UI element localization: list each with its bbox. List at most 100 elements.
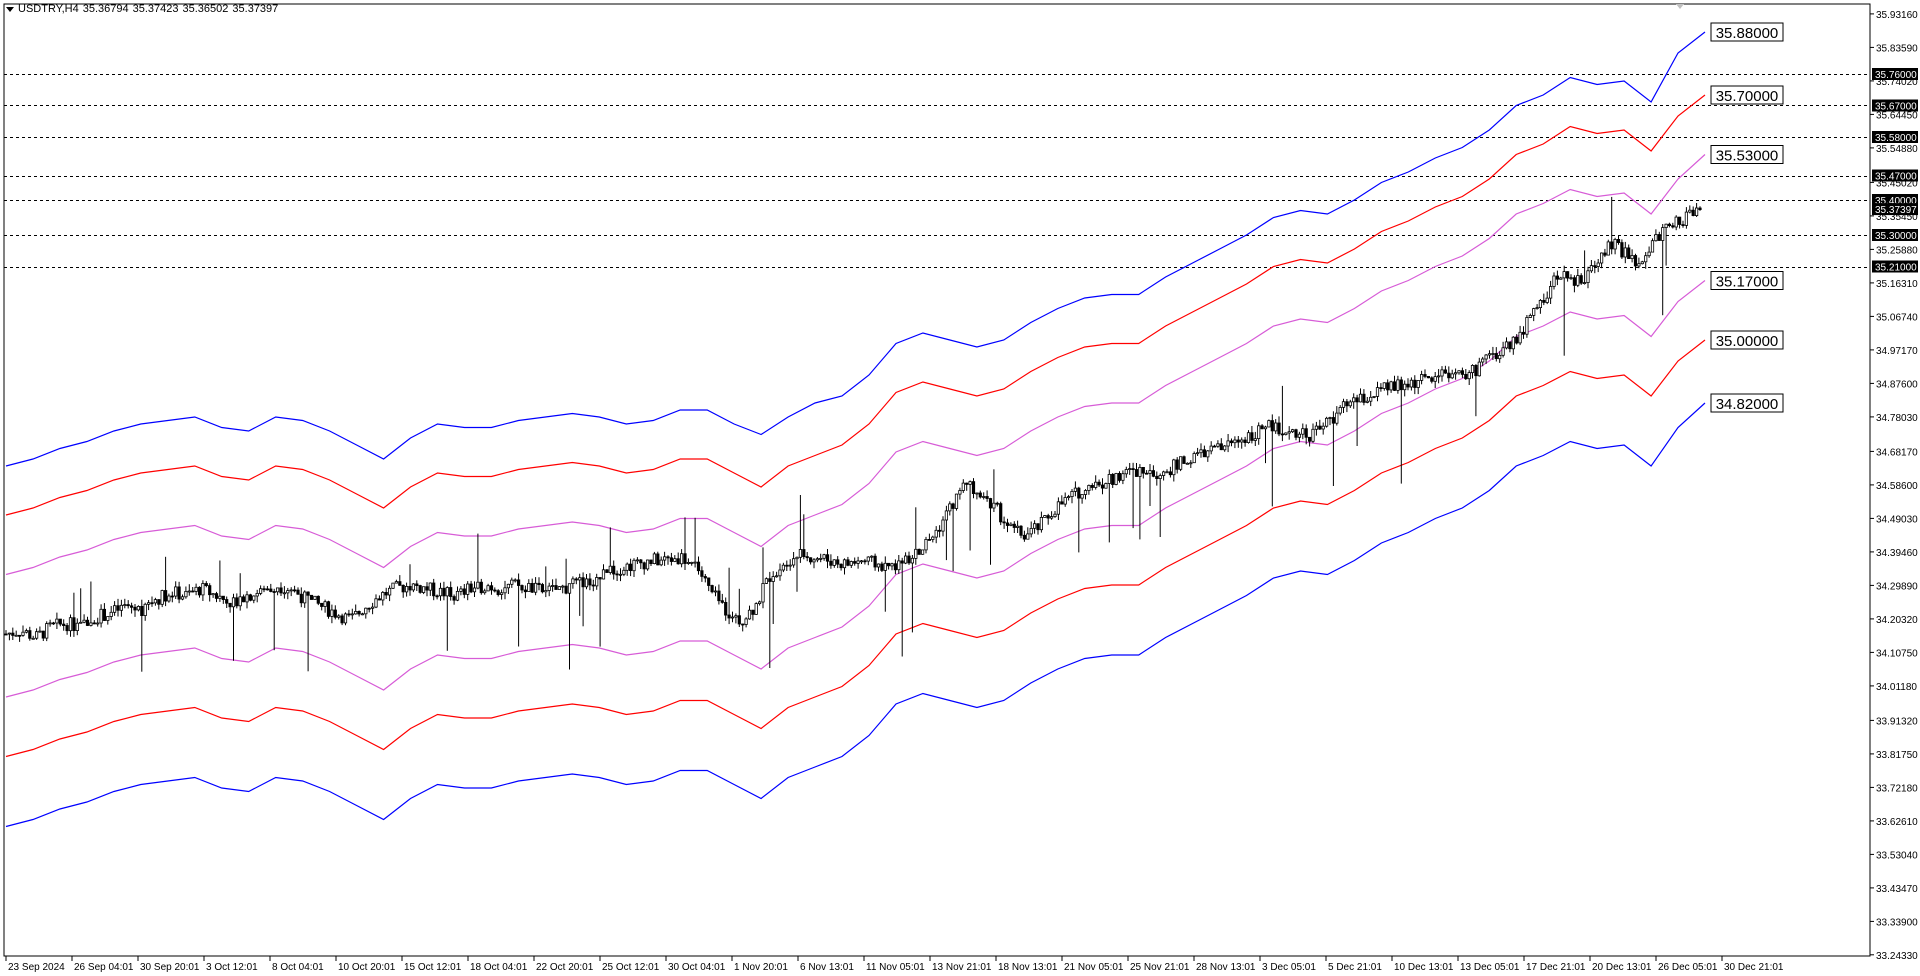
candle-body [1043, 515, 1047, 518]
candle [1467, 370, 1471, 385]
candle-body [1073, 487, 1077, 492]
candle-body [561, 585, 565, 588]
candle [1576, 268, 1580, 288]
candle [24, 628, 29, 634]
candle [1145, 470, 1149, 475]
low-value: 35.36502 [182, 3, 229, 15]
candle-body [1321, 425, 1325, 430]
candle [1684, 207, 1688, 229]
candle-body [404, 586, 409, 593]
y-tick-label: 33.43470 [1876, 884, 1918, 895]
candle-body [1477, 361, 1481, 377]
candle-body [493, 589, 497, 592]
candle [971, 478, 976, 499]
candle [917, 548, 921, 555]
candle-body [48, 622, 52, 625]
candle-body [340, 615, 344, 624]
candle [1196, 447, 1200, 456]
candle-body [608, 565, 612, 574]
candle-body [1216, 443, 1220, 447]
candle [1416, 379, 1420, 395]
candle-body [1206, 450, 1210, 458]
candle-body [948, 503, 952, 512]
candle [853, 557, 857, 566]
candle-body [1375, 387, 1380, 397]
candle-body [510, 579, 514, 585]
candle-body [1470, 364, 1475, 373]
candle [1382, 382, 1386, 391]
candle-body [1515, 336, 1519, 344]
y-tick-label: 35.93160 [1876, 10, 1918, 21]
candle-body [1691, 209, 1695, 216]
candle-body [38, 630, 42, 633]
candle [724, 597, 728, 621]
candle [506, 583, 511, 594]
x-tick-label: 28 Nov 13:01 [1196, 962, 1256, 973]
candle [1318, 419, 1322, 430]
candle-body [1610, 241, 1614, 250]
candle [968, 480, 972, 551]
candle [265, 586, 270, 591]
candle-body [1063, 497, 1067, 505]
candle-body [1671, 225, 1675, 228]
candle-body [31, 637, 35, 640]
candle-body [1528, 314, 1532, 318]
dropdown-triangle-icon[interactable] [6, 6, 14, 12]
candle-body [129, 605, 134, 608]
candle-body [676, 558, 680, 565]
candle [1287, 426, 1291, 440]
candle-body [1596, 262, 1600, 267]
candle-body [1352, 397, 1356, 403]
candle [1345, 399, 1349, 413]
candle-body [663, 556, 667, 561]
candle-body [7, 632, 11, 635]
candle-body [126, 604, 130, 607]
candle-body [1430, 377, 1434, 382]
candle [1202, 445, 1206, 458]
candle-body [703, 576, 707, 579]
candle [1504, 337, 1509, 350]
candle-body [1067, 496, 1071, 499]
candle-body [764, 578, 769, 584]
candle [758, 600, 762, 606]
candle [1572, 275, 1576, 293]
candle [289, 587, 293, 597]
candle [1250, 426, 1254, 444]
candle [1206, 450, 1210, 462]
candle-body [1236, 439, 1240, 443]
candle [503, 580, 507, 600]
candle [1060, 495, 1064, 505]
candle-body [1678, 216, 1682, 225]
candle [805, 552, 809, 562]
y-highlight-box [1872, 68, 1918, 80]
y-tick-label: 35.35450 [1876, 212, 1918, 223]
candle [303, 590, 307, 608]
candle [1569, 274, 1573, 280]
candle [1216, 440, 1220, 448]
candle-body [225, 599, 229, 604]
candle [330, 604, 334, 624]
candle [1433, 372, 1437, 388]
candle [313, 595, 317, 600]
candle-body [262, 588, 266, 591]
candle-body [978, 492, 982, 498]
candle [347, 609, 351, 617]
candle [394, 579, 399, 584]
candle [1593, 260, 1597, 274]
candle-body [1698, 207, 1702, 211]
candle-body [241, 596, 246, 603]
candle-body [367, 607, 371, 610]
candle [1097, 479, 1101, 487]
candle [391, 582, 395, 589]
candle [890, 562, 894, 571]
candle [1450, 369, 1454, 380]
candle [1521, 326, 1526, 339]
candle-body [1555, 275, 1559, 280]
candle [48, 619, 52, 627]
candle [1185, 462, 1189, 465]
band-line-4 [5, 280, 1706, 698]
candle [275, 587, 280, 596]
candle [941, 516, 945, 537]
